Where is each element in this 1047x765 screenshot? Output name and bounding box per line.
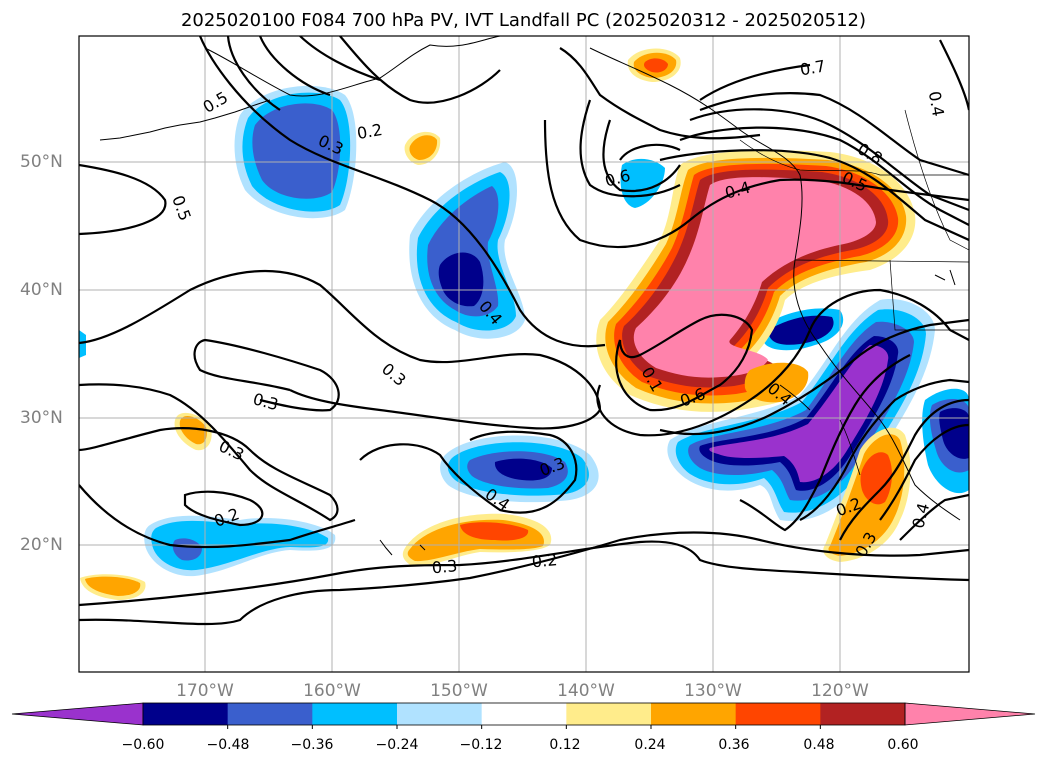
colorbar-tick-label: −0.36 [290,737,334,753]
pv-anomaly-fill [79,48,969,600]
colorbar-segment [481,703,567,725]
colorbar-extend-min [11,702,144,726]
contour-label: 0.3 [251,389,281,414]
colorbar-segment [820,703,906,725]
negative-anomaly-central-pacific [409,162,525,339]
lon-label-140w: 140°W [557,681,615,701]
colorbar-segment [735,703,821,725]
map-title: 2025020100 F084 700 hPa PV, IVT Landfall… [180,10,867,31]
positive-anomaly-pacific-northwest [596,150,916,412]
colorbar-segment [651,703,737,725]
colorbar-tick-label: −0.12 [459,737,503,753]
colorbar-extend-max [904,702,1036,726]
contour-label: 0.3 [431,556,458,577]
contour-label: 0.4 [908,501,933,531]
contour-labels: 0.5 0.2 0.3 0.5 0.7 0.6 0.4 0.8 0.5 0.4 … [168,56,948,577]
lat-label-30n: 30°N [20,408,63,428]
positive-anomaly-misc [80,131,911,600]
colorbar-segment [397,703,483,725]
colorbar-tick-label: −0.60 [121,737,165,753]
lat-label-40n: 40°N [20,280,63,300]
contour-label: 0.5 [200,88,232,117]
colorbar-tick-label: −0.24 [375,737,419,753]
contour-label: 0.5 [168,193,195,223]
graticule [79,36,969,672]
lon-label-150w: 150°W [430,681,488,701]
colorbar-segment [566,703,652,725]
contour-label: 0.7 [798,56,826,79]
colorbar-segment [143,703,229,725]
map-frame [78,35,970,673]
contour-label: 0.2 [355,120,383,143]
colorbar-tick-label: 0.36 [718,737,750,753]
contour-label: 0.2 [531,550,558,571]
colorbar-segment [227,703,313,725]
lat-label-20n: 20°N [20,535,63,555]
contour-label: 0.4 [925,90,948,118]
contour-label: 0.3 [378,359,410,390]
lon-label-120w: 120°W [811,681,869,701]
colorbar [11,702,1036,729]
positive-anomaly-alaska [627,48,681,82]
colorbar-tick-label: 0.24 [634,737,666,753]
lon-label-160w: 160°W [303,681,361,701]
lon-label-170w: 170°W [176,681,234,701]
colorbar-tick-label: −0.48 [206,737,250,753]
lon-label-130w: 130°W [684,681,742,701]
colorbar-frame [142,702,906,726]
lat-label-50n: 50°N [20,152,63,172]
pv-contours [79,36,969,626]
colorbar-tick-label: 0.48 [803,737,835,753]
colorbar-segment [312,703,398,725]
colorbar-tick-label: 0.60 [887,737,919,753]
colorbar-tick-label: 0.12 [549,737,581,753]
negative-anomaly-subtropical [440,435,599,503]
